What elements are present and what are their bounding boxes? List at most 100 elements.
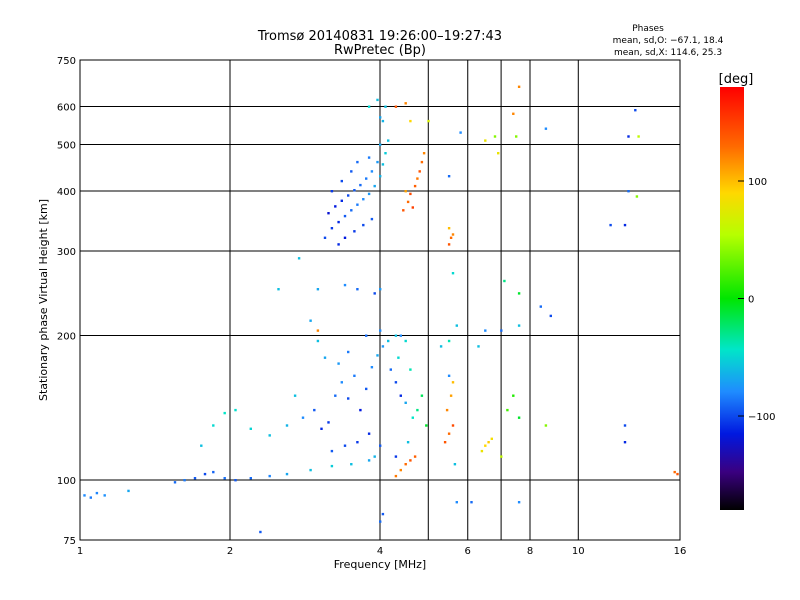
x-tick-label: 1 <box>77 546 83 557</box>
data-point <box>373 455 376 458</box>
data-point <box>277 288 280 291</box>
data-point <box>500 329 503 332</box>
data-point <box>539 305 542 308</box>
data-point <box>503 279 506 283</box>
data-point <box>397 356 400 359</box>
data-point <box>330 449 334 453</box>
data-point <box>517 324 521 327</box>
data-point <box>676 472 679 476</box>
data-point <box>451 272 455 275</box>
data-points <box>83 85 679 534</box>
data-point <box>387 339 390 343</box>
data-point <box>362 223 365 227</box>
data-point <box>343 283 347 287</box>
data-point <box>353 374 356 377</box>
data-point <box>356 288 359 291</box>
data-point <box>223 477 226 480</box>
y-tick-label: 200 <box>57 332 76 343</box>
data-point <box>517 416 521 419</box>
gridlines <box>80 60 680 540</box>
data-point <box>451 424 455 427</box>
data-point <box>406 441 410 444</box>
data-point <box>379 116 382 119</box>
data-point <box>367 432 371 435</box>
data-point <box>544 127 548 130</box>
data-point <box>373 184 376 188</box>
data-point <box>223 411 226 415</box>
x-tick-label: 16 <box>674 546 687 557</box>
data-point <box>365 177 368 180</box>
data-point <box>623 424 627 427</box>
data-point <box>359 408 362 412</box>
data-point <box>500 455 503 458</box>
data-point <box>447 374 451 377</box>
data-point <box>337 243 340 246</box>
data-point <box>404 190 407 193</box>
data-point <box>443 441 447 444</box>
data-point <box>356 441 359 444</box>
data-point <box>330 190 334 193</box>
data-point <box>297 257 301 260</box>
data-point <box>404 339 407 343</box>
data-point <box>425 424 428 427</box>
data-point <box>370 170 374 173</box>
data-point <box>384 152 387 155</box>
data-point <box>447 432 451 435</box>
data-point <box>249 477 252 480</box>
x-tick-label: 2 <box>227 546 233 557</box>
data-point <box>212 424 215 427</box>
data-point <box>470 501 473 504</box>
data-point <box>313 408 316 412</box>
data-point <box>453 463 457 466</box>
colorbar-tick-label: 0 <box>748 295 754 306</box>
data-point <box>334 394 337 397</box>
data-point <box>427 119 430 123</box>
data-point <box>89 496 92 499</box>
data-point <box>455 501 458 504</box>
data-point <box>268 474 271 478</box>
data-point <box>387 139 390 142</box>
data-point <box>394 381 398 384</box>
data-point <box>487 441 490 444</box>
x-tick-label: 6 <box>465 546 471 557</box>
phase-o-stats: mean, sd,O: −67.1, 18.4 <box>613 36 724 46</box>
data-point <box>477 345 480 348</box>
data-point <box>512 394 515 397</box>
data-point <box>309 319 312 322</box>
data-point <box>623 223 627 227</box>
data-point <box>301 416 305 419</box>
data-point <box>627 190 630 193</box>
data-point <box>381 119 385 123</box>
data-point <box>83 494 86 497</box>
data-point <box>381 512 385 516</box>
data-point <box>103 494 106 497</box>
data-point <box>340 199 343 202</box>
data-point <box>327 212 330 215</box>
y-tick-label: 600 <box>57 103 76 114</box>
data-point <box>455 324 458 327</box>
data-point <box>447 339 451 343</box>
x-axis-label: Frequency [MHz] <box>334 558 426 571</box>
y-tick-label: 300 <box>57 247 76 258</box>
data-point <box>409 192 412 196</box>
data-point <box>517 501 521 504</box>
data-point <box>517 85 521 88</box>
data-point <box>285 472 289 476</box>
data-point <box>451 233 455 236</box>
data-point <box>609 223 612 227</box>
data-point <box>320 427 323 430</box>
data-point <box>249 427 252 430</box>
data-point <box>404 401 407 404</box>
data-point <box>376 98 379 102</box>
data-point <box>334 205 337 208</box>
data-point <box>359 183 362 187</box>
data-point <box>203 472 207 476</box>
chart-title: Tromsø 20140831 19:26:00–19:27:43 <box>257 29 502 44</box>
data-point <box>484 329 487 332</box>
data-point <box>399 334 402 337</box>
data-point <box>447 227 451 230</box>
data-point <box>490 437 493 440</box>
data-point <box>418 170 421 173</box>
data-point <box>376 354 379 357</box>
data-point <box>381 163 385 166</box>
